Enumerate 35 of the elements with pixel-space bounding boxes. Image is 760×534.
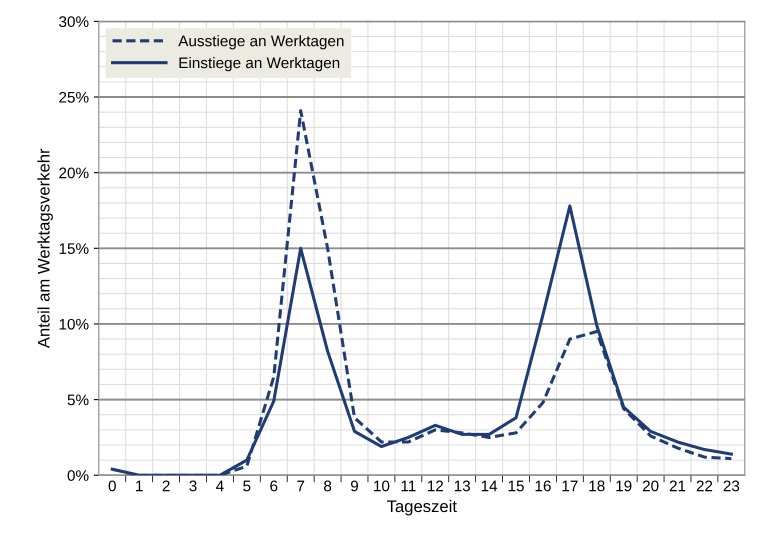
x-tick-label: 4 (216, 480, 224, 492)
x-tick-label: 8 (324, 480, 332, 492)
x-tick-label: 11 (402, 480, 416, 492)
x-tick-label: 20 (642, 480, 658, 492)
x-tick-label: 3 (189, 480, 197, 492)
x-tick-label: 5 (243, 480, 250, 492)
x-tick-label: 23 (724, 480, 740, 492)
x-tick-label: 6 (270, 480, 278, 492)
x-tick-label: 9 (350, 480, 358, 492)
x-tick-label: 12 (428, 480, 443, 492)
y-tick-label: 25% (59, 92, 89, 103)
x-axis-title: Tageszeit (386, 500, 457, 516)
x-tick-label: 21 (670, 480, 686, 492)
y-tick-label: 30% (59, 16, 89, 28)
y-tick-label: 10% (60, 318, 89, 330)
legend-label: Einstiege an Werktagen (180, 56, 340, 72)
y-tick-label: 20% (59, 168, 89, 178)
x-tick-label: 19 (616, 480, 632, 492)
x-tick-label: 16 (536, 480, 551, 492)
x-tick-label: 2 (162, 480, 170, 492)
x-tick-label: 10 (374, 480, 390, 492)
x-tick-label: 22 (696, 480, 712, 492)
x-tick-label: 17 (562, 480, 578, 492)
x-tick-label: 0 (108, 480, 116, 492)
y-tick-label: 0% (68, 470, 89, 481)
x-tick-label: 15 (508, 480, 524, 492)
y-axis-title: Anteil am Werktagsverkehr (37, 148, 53, 348)
x-tick-label: 1 (136, 480, 143, 492)
x-tick-label: 13 (454, 480, 470, 492)
y-tick-label: 15% (60, 243, 89, 254)
y-tick-label: 5% (68, 394, 89, 406)
x-tick-label: 14 (482, 480, 498, 492)
x-tick-label: 7 (297, 480, 304, 492)
x-tick-label: 18 (589, 480, 605, 492)
legend-label: Ausstiege an Werktagen (178, 35, 344, 50)
